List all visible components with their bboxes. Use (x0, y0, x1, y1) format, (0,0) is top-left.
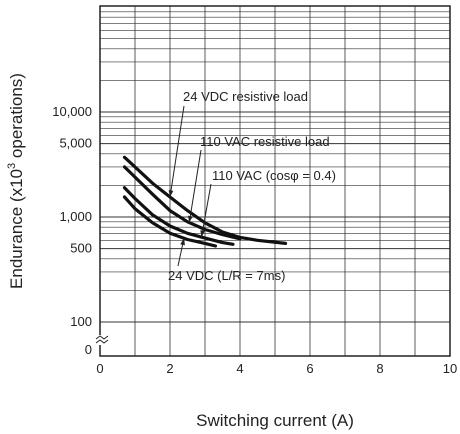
series-line-1 (122, 155, 288, 245)
x-tick-label: 4 (236, 361, 243, 376)
annotation-leader (188, 149, 202, 223)
series-lines (122, 155, 288, 248)
series-line-2 (122, 165, 242, 241)
axis-break-line (95, 335, 109, 340)
x-tick-labels: 0 2 4 6 8 10 (96, 361, 457, 376)
annotation-label: 110 VAC (cosφ = 0.4) (212, 168, 336, 183)
annotation-arrowhead (200, 230, 206, 238)
x-axis-title: Switching current (A) (196, 411, 354, 430)
series-line-4 (122, 195, 218, 248)
annotation-leader (169, 105, 185, 198)
annotation-label: 24 VDC (L/R = 7ms) (168, 268, 285, 283)
y-tick-labels: 10,000 5,000 1,000 500 100 0 (52, 104, 92, 357)
y-axis-title: Endurance (x103 operations) (6, 73, 26, 289)
annotation-arrowhead (168, 190, 174, 198)
annotation-label: 110 VAC resistive load (200, 134, 330, 149)
axis-break-gap (96, 335, 106, 345)
axis-break-mark (95, 335, 109, 345)
y-tick-label: 10,000 (52, 104, 92, 119)
axis-break-line (95, 339, 109, 344)
x-tick-label: 2 (166, 361, 173, 376)
annotation-arrowhead (180, 238, 185, 246)
y-tick-label: 0 (85, 342, 92, 357)
y-tick-label: 100 (70, 314, 92, 329)
x-tick-label: 6 (306, 361, 313, 376)
annotations: 24 VDC resistive load 110 VAC resistive l… (168, 89, 336, 283)
y-tick-label: 5,000 (59, 136, 92, 151)
annotation-label: 24 VDC resistive load (183, 89, 308, 104)
annotation-leader (201, 183, 212, 238)
x-tick-label: 0 (96, 361, 103, 376)
annotation-arrowhead (187, 215, 193, 223)
y-axis-title-superscript: 3 (6, 163, 18, 169)
grid (100, 6, 450, 356)
plot-frame (99, 5, 451, 357)
x-tick-label: 8 (376, 361, 383, 376)
y-tick-label: 500 (70, 241, 92, 256)
y-tick-label: 1,000 (59, 209, 92, 224)
series-line-3 (122, 186, 235, 246)
y-axis-title-prefix: Endurance (x10 (7, 169, 26, 289)
x-tick-label: 10 (443, 361, 457, 376)
y-axis-title-suffix: operations) (7, 73, 26, 163)
